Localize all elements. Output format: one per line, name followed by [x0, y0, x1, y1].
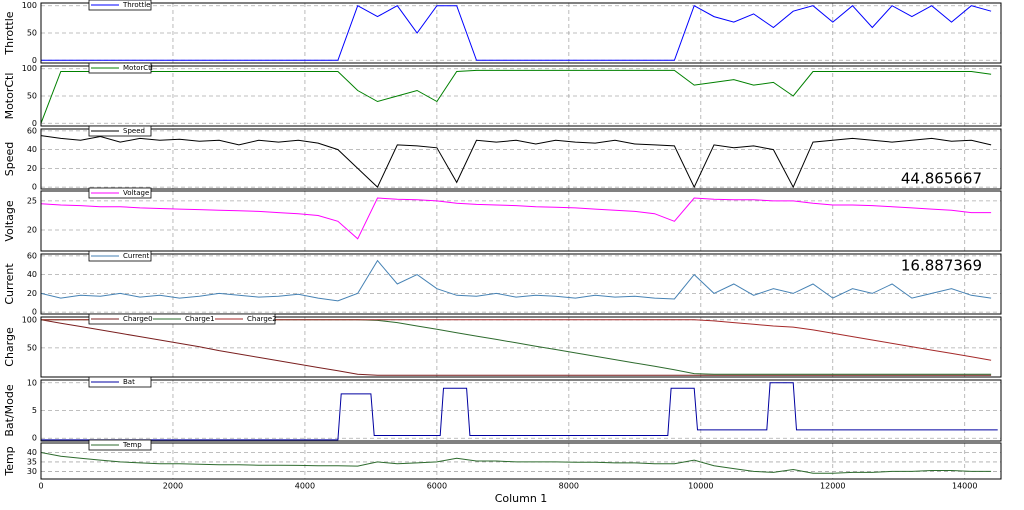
y-tick-label: 0 [32, 56, 37, 65]
y-axis-label: Charge [3, 327, 16, 367]
x-tick-label: 0 [38, 482, 43, 491]
y-tick-label: 100 [22, 64, 37, 73]
legend-label: Speed [123, 127, 145, 135]
series-line [41, 259, 992, 302]
series-line [41, 382, 998, 441]
legend-label: Throttle [122, 1, 150, 9]
y-tick-label: 40 [27, 270, 37, 279]
x-tick-label: 8000 [559, 482, 579, 491]
y-tick-label: 20 [27, 289, 37, 298]
annotation: 44.865667 [901, 170, 982, 188]
y-tick-label: 50 [27, 343, 37, 352]
y-tick-label: 0 [32, 308, 37, 317]
x-axis-label: Column 1 [495, 492, 548, 505]
y-axis-label: Bat/Mode [3, 384, 16, 437]
x-tick-label: 10000 [688, 482, 713, 491]
legend-box [88, 62, 152, 74]
series-line [41, 69, 992, 124]
legend-box [88, 0, 152, 11]
plot-frame [40, 316, 1002, 378]
legend-label: Charge0 [123, 315, 153, 323]
series-line [41, 452, 992, 474]
y-tick-label: 0 [32, 434, 37, 443]
y-axis-label: Voltage [3, 200, 16, 241]
legend-box [88, 250, 152, 262]
y-tick-label: 100 [22, 315, 37, 324]
plot-frame [40, 190, 1002, 252]
plot-frame [40, 65, 1002, 127]
series-line [41, 319, 992, 376]
plot-area [41, 443, 1001, 479]
y-tick-label: 35 [27, 457, 37, 466]
legend-label: Charge1 [185, 315, 215, 323]
y-tick-label: 60 [27, 251, 37, 260]
legend-label: Voltage [123, 189, 149, 197]
series-line [41, 135, 992, 189]
series-line [41, 197, 992, 240]
y-tick-label: 50 [27, 92, 37, 101]
y-axis-label: Temp [3, 446, 16, 476]
y-tick-label: 40 [27, 145, 37, 154]
plot-area [41, 254, 1001, 314]
y-tick-label: 20 [27, 164, 37, 173]
y-tick-label: 0 [32, 119, 37, 128]
legend-label: Temp [122, 441, 142, 449]
y-axis-label: Throttle [3, 11, 16, 55]
y-tick-label: 0 [32, 183, 37, 192]
y-axis-label: Current [3, 263, 16, 305]
x-tick-label: 2000 [163, 482, 183, 491]
plot-area [41, 191, 1001, 251]
y-tick-label: 20 [27, 226, 37, 235]
plot-frame [40, 2, 1002, 64]
y-tick-label: 10 [27, 378, 37, 387]
y-tick-label: 60 [27, 126, 37, 135]
plot-area [41, 129, 1001, 189]
legend-label: MotorCtl [123, 64, 153, 72]
y-tick-label: 100 [22, 1, 37, 10]
y-axis-label: MotorCtl [3, 73, 16, 120]
legend-label: Charge2 [247, 315, 277, 323]
y-tick-label: 40 [27, 448, 37, 457]
legend-label: Current [123, 252, 150, 260]
legend-box [88, 376, 152, 388]
annotation: 16.887369 [901, 257, 982, 275]
y-tick-label: 25 [27, 196, 37, 205]
plot-frame [40, 442, 1002, 480]
y-tick-label: 30 [27, 467, 37, 476]
legend-box [88, 125, 152, 137]
legend-box [88, 313, 276, 325]
y-tick-label: 50 [27, 29, 37, 38]
legend-box [88, 439, 152, 451]
legend-label: Bat [123, 378, 135, 386]
legend-box [88, 187, 152, 199]
plot-frame [40, 128, 1002, 190]
series-line [41, 4, 992, 61]
x-tick-label: 12000 [820, 482, 845, 491]
x-tick-label: 4000 [295, 482, 315, 491]
plot-frame [40, 379, 1002, 442]
y-axis-label: Speed [3, 142, 16, 176]
x-tick-label: 6000 [427, 482, 447, 491]
plot-area [41, 317, 1001, 377]
plot-frame [40, 253, 1002, 315]
y-tick-label: 5 [32, 406, 37, 415]
x-tick-label: 14000 [952, 482, 977, 491]
